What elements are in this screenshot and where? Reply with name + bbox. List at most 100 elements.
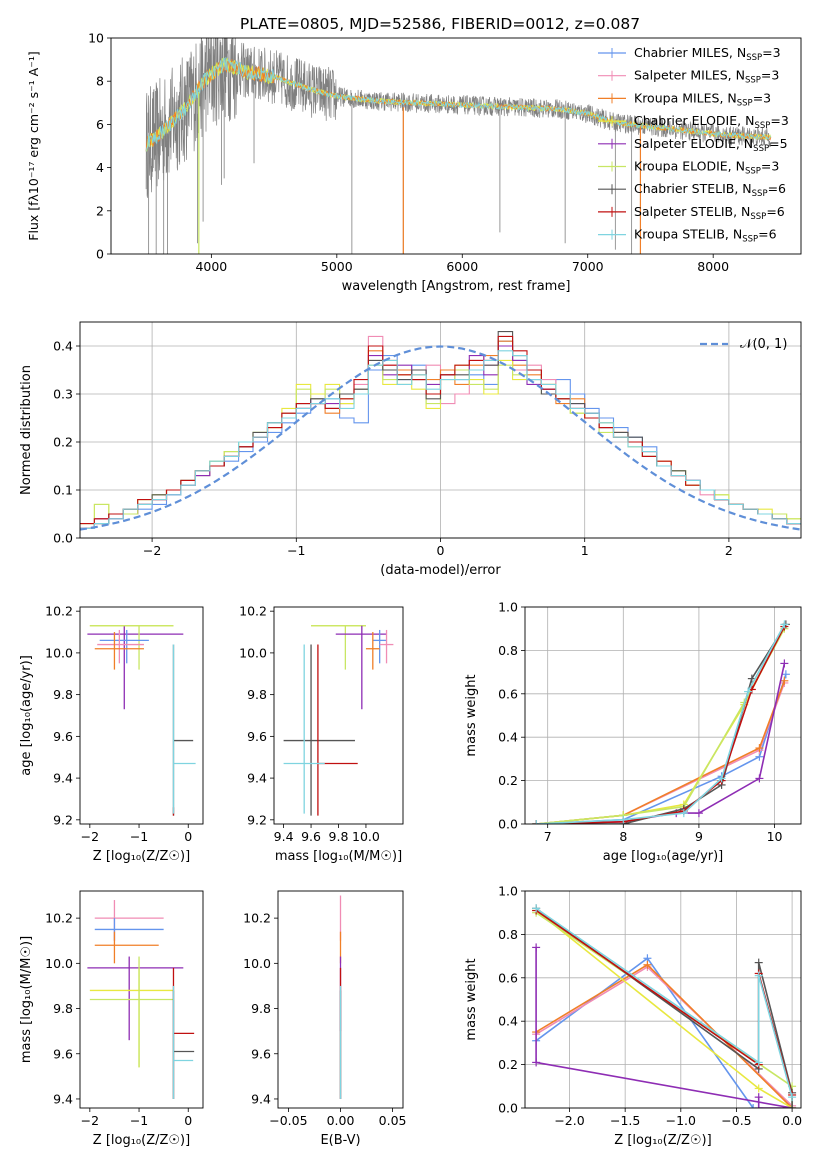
y-tick-label: 0.4 — [53, 339, 73, 354]
y-tick-label: 9.8 — [53, 1001, 73, 1016]
x-tick-label: 9.8 — [329, 829, 349, 844]
series-line — [536, 624, 786, 824]
series-line — [536, 663, 786, 824]
legend-label: Kroupa STELIB, NSSP=6 — [634, 227, 777, 245]
histogram-step — [80, 350, 801, 529]
x-tick-label: 0.00 — [327, 1113, 355, 1128]
x-tick-label: −1 — [287, 543, 305, 558]
series-line — [536, 626, 786, 824]
x-axis-label: wavelength [Angstrom, rest frame] — [342, 279, 571, 294]
y-tick-label: 0.4 — [498, 730, 518, 745]
legend-label-sub: SSP — [746, 53, 762, 63]
y-tick-label: 10.2 — [239, 604, 267, 619]
y-tick-label: 0.0 — [498, 1101, 518, 1116]
normal-curve — [80, 345, 801, 531]
x-tick-label: 8000 — [697, 259, 729, 274]
panel-mass_vs_Z: −2 −1 0 9.4 9.6 9.8 10.0 10.2 Z [log₁₀(Z/Z☉)] mas… — [19, 890, 204, 1148]
y-tick-label: 9.4 — [251, 1091, 271, 1106]
legend-label-text: Chabrier STELIB, N — [634, 181, 752, 196]
series-line — [536, 628, 786, 824]
series-line — [535, 963, 793, 1108]
x-tick-label: −2 — [81, 1113, 99, 1128]
axes-frame — [524, 606, 802, 825]
x-tick-label: 8 — [619, 829, 627, 844]
legend-label-sub: SSP — [753, 144, 769, 154]
y-tick-label: 0.0 — [53, 531, 73, 546]
y-tick-label: 0.8 — [498, 643, 518, 658]
x-tick-label: −1.0 — [666, 1113, 696, 1128]
y-tick-label: 10.2 — [45, 911, 73, 926]
plot-area — [87, 625, 196, 816]
y-tick-label: 9.6 — [251, 1046, 271, 1061]
y-tick-label: 0.2 — [498, 773, 518, 788]
legend-label: Salpeter STELIB, NSSP=6 — [634, 204, 785, 222]
x-axis-label: E(B-V) — [320, 1133, 360, 1148]
x-tick-label: −1 — [130, 829, 148, 844]
legend-label: Kroupa ELODIE, NSSP=3 — [634, 159, 779, 177]
y-tick-label: 6 — [96, 117, 104, 132]
model-spectrum — [145, 57, 772, 152]
x-tick-label: −2 — [81, 829, 99, 844]
plot-area — [87, 900, 195, 1099]
y-axis-label: mass weight — [464, 958, 479, 1040]
x-tick-label: 1 — [581, 543, 589, 558]
legend-label-text: Salpeter MILES, N — [634, 68, 745, 83]
legend-label-value: =3 — [753, 90, 771, 105]
legend-label: Salpeter MILES, NSSP=3 — [634, 68, 779, 86]
y-tick-label: 0.2 — [498, 1057, 518, 1072]
panel-massweight_vs_Z: −2.0 −1.5 −1.0 −0.5 0.0 0.0 0.2 0.4 0.6 0.8 1.0 Z [… — [464, 884, 802, 1149]
y-tick-label: 0.1 — [53, 483, 73, 498]
x-tick-label: 10 — [767, 829, 783, 844]
legend-label: Kroupa MILES, NSSP=3 — [634, 90, 771, 108]
plot-area — [283, 625, 394, 816]
legend-label-value: =3 — [761, 159, 779, 174]
x-tick-label: 0 — [184, 1113, 192, 1128]
y-tick-label: 9.6 — [247, 729, 267, 744]
x-tick-label: 5000 — [321, 259, 353, 274]
x-tick-label: −2.0 — [554, 1113, 584, 1128]
y-tick-label: 0 — [96, 247, 104, 262]
x-tick-label: 10.0 — [352, 829, 380, 844]
x-tick-label: −0.5 — [721, 1113, 751, 1128]
series-line — [536, 623, 787, 824]
x-tick-label: 7 — [544, 829, 552, 844]
legend-label: Chabrier MILES, NSSP=3 — [634, 45, 781, 63]
x-tick-label: 2 — [725, 543, 733, 558]
legend-label-sub: SSP — [750, 212, 766, 222]
y-tick-label: 10.2 — [243, 911, 271, 926]
legend-label-text: Salpeter STELIB, N — [634, 204, 750, 219]
y-axis-label: mass [log₁₀(M/M☉)] — [19, 936, 34, 1063]
y-axis-label: mass weight — [464, 674, 479, 756]
y-tick-label: 9.4 — [53, 1091, 73, 1106]
y-tick-label: 0.8 — [498, 927, 518, 942]
y-tick-label: 0.6 — [498, 970, 518, 985]
x-axis-label: Z [log₁₀(Z/Z☉)] — [93, 1133, 190, 1148]
legend-label-text: Chabrier MILES, N — [634, 45, 746, 60]
legend-label-text: Kroupa MILES, N — [634, 90, 737, 105]
x-tick-label: 0.05 — [379, 1113, 407, 1128]
y-axis-label: Normed distribution — [19, 365, 34, 495]
legend-label-value: =6 — [768, 181, 786, 196]
y-tick-label: 0.6 — [498, 686, 518, 701]
x-tick-label: 4000 — [195, 259, 227, 274]
legend-label-text: Chabrier ELODIE, N — [634, 113, 754, 128]
y-tick-label: 9.4 — [247, 771, 267, 786]
y-tick-label: 2 — [96, 203, 104, 218]
legend-label-text: Kroupa STELIB, N — [634, 227, 742, 242]
legend-label: Salpeter ELODIE, NSSP=5 — [634, 136, 788, 154]
legend-label: Chabrier ELODIE, NSSP=3 — [634, 113, 789, 131]
y-tick-label: 0.4 — [498, 1014, 518, 1029]
legend: 𝒩(0, 1) — [700, 337, 787, 352]
y-tick-label: 10.2 — [45, 604, 73, 619]
axes-frame — [273, 606, 404, 825]
legend-label-sub: SSP — [737, 98, 753, 108]
axes-frame — [524, 890, 802, 1109]
y-tick-label: 9.8 — [247, 687, 267, 702]
legend-label-sub: SSP — [752, 189, 768, 199]
x-tick-label: −1 — [130, 1113, 148, 1128]
y-tick-label: 4 — [96, 160, 104, 175]
x-axis-label: Z [log₁₀(Z/Z☉)] — [93, 849, 190, 864]
x-tick-label: −1.5 — [610, 1113, 640, 1128]
y-tick-label: 10.0 — [45, 645, 73, 660]
legend-label-sub: SSP — [742, 235, 758, 245]
